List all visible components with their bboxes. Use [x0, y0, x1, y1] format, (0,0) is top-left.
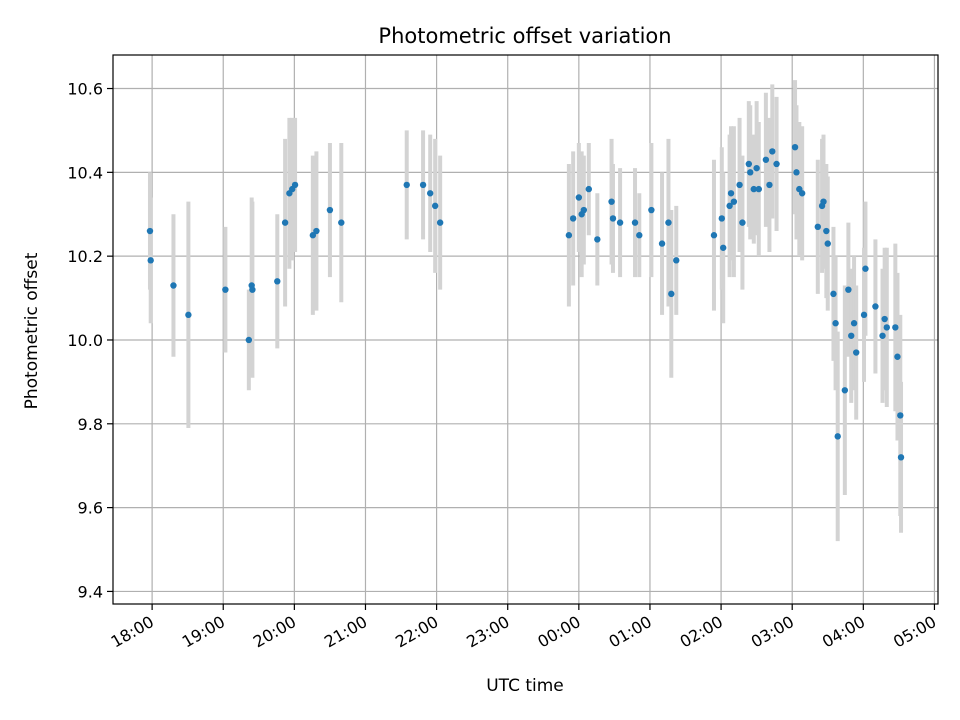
- data-point: [718, 215, 725, 222]
- data-point: [730, 198, 738, 205]
- data-point: [436, 219, 444, 226]
- data-point: [798, 190, 806, 197]
- data-point: [823, 227, 830, 235]
- data-point: [608, 198, 615, 205]
- data-points: [146, 143, 905, 461]
- data-point: [862, 265, 869, 272]
- data-point: [872, 303, 879, 310]
- data-point: [769, 148, 776, 155]
- y-tick-label: 9.6: [78, 499, 103, 518]
- data-point: [881, 315, 888, 323]
- y-tick-label: 10.0: [67, 331, 103, 350]
- data-point: [403, 181, 410, 189]
- chart-title: Photometric offset variation: [378, 24, 671, 48]
- data-point: [426, 190, 434, 197]
- plot-frame: [112, 54, 939, 605]
- data-point: [841, 387, 849, 394]
- y-axis-title: Photometric offset: [22, 252, 42, 409]
- data-point: [185, 311, 192, 319]
- y-tick-label: 10.2: [67, 247, 103, 266]
- data-point: [291, 181, 299, 189]
- data-point: [850, 320, 858, 327]
- data-point: [892, 324, 899, 331]
- data-point: [146, 227, 154, 235]
- data-point: [147, 257, 154, 264]
- data-point: [565, 232, 573, 239]
- data-point: [766, 181, 773, 189]
- data-point: [853, 349, 860, 356]
- y-axis: 9.4 9.6 9.8 10.0 10.2 10.4 10.6: [67, 80, 113, 601]
- data-point: [834, 433, 841, 440]
- data-point: [824, 240, 831, 247]
- data-point: [338, 219, 345, 226]
- data-point: [575, 194, 583, 201]
- data-point: [658, 240, 666, 247]
- data-point: [894, 353, 901, 360]
- data-point: [309, 232, 317, 239]
- data-point: [832, 320, 839, 327]
- data-point: [879, 332, 886, 339]
- data-point: [616, 219, 624, 226]
- data-point: [848, 332, 855, 339]
- data-point: [710, 232, 718, 239]
- data-point: [313, 227, 320, 235]
- data-point: [883, 324, 890, 331]
- data-point: [222, 286, 229, 293]
- data-point: [830, 290, 837, 298]
- data-point: [419, 181, 427, 189]
- data-point: [897, 454, 905, 461]
- data-point: [736, 181, 743, 189]
- data-point: [585, 185, 592, 193]
- data-point: [594, 236, 601, 243]
- data-point: [326, 206, 334, 214]
- data-point: [245, 336, 253, 344]
- plot-area: [113, 55, 938, 604]
- data-point: [793, 169, 800, 176]
- data-point: [665, 219, 672, 226]
- data-point: [249, 286, 256, 293]
- data-point: [753, 164, 760, 172]
- y-tick-label: 10.6: [67, 80, 103, 99]
- data-point: [747, 169, 754, 176]
- data-point: [668, 290, 675, 298]
- data-point: [727, 190, 735, 197]
- data-point: [750, 185, 757, 193]
- data-point: [726, 202, 733, 210]
- data-point: [845, 286, 852, 293]
- data-point: [897, 412, 904, 419]
- data-point: [814, 223, 822, 231]
- data-point: [636, 232, 643, 239]
- data-point: [720, 244, 727, 251]
- data-point: [773, 160, 780, 168]
- data-point: [609, 215, 617, 222]
- x-axis-title: UTC time: [486, 676, 564, 696]
- data-point: [631, 219, 639, 226]
- data-point: [281, 219, 289, 226]
- data-point: [673, 257, 680, 264]
- data-point: [569, 215, 577, 222]
- data-point: [755, 185, 762, 193]
- data-point: [820, 198, 827, 205]
- data-point: [431, 202, 439, 210]
- data-point: [274, 278, 281, 285]
- data-point: [762, 156, 770, 163]
- y-tick-label: 10.4: [67, 163, 103, 182]
- data-point: [860, 311, 868, 319]
- data-point: [791, 143, 799, 151]
- data-point: [580, 206, 588, 214]
- data-point: [170, 282, 177, 289]
- y-tick-label: 9.4: [78, 582, 103, 601]
- data-point: [745, 160, 753, 168]
- y-tick-label: 9.8: [78, 415, 103, 434]
- data-point: [739, 219, 746, 226]
- data-point: [648, 206, 655, 214]
